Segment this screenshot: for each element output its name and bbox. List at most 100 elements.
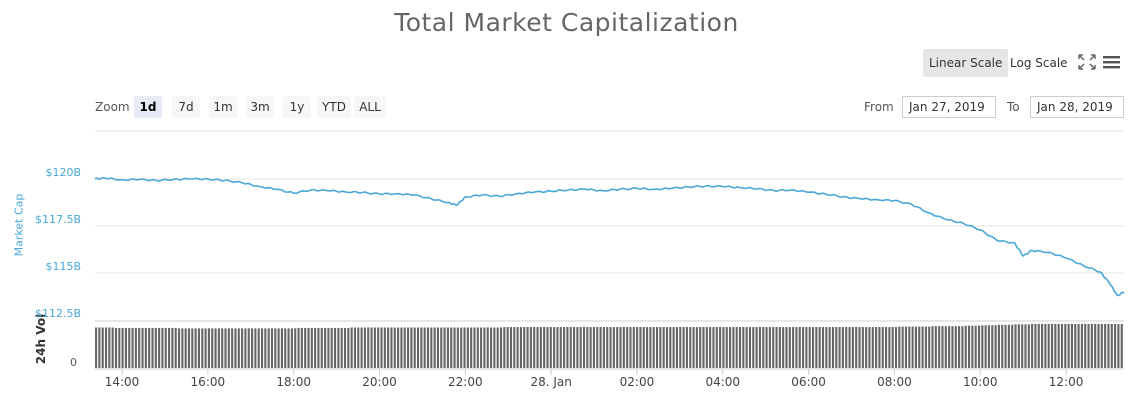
linear-scale-button[interactable]: Linear Scale bbox=[923, 49, 1009, 77]
zoom-3m-button[interactable]: 3m bbox=[246, 96, 274, 118]
volume-bar bbox=[778, 327, 781, 368]
volume-bar bbox=[865, 327, 868, 368]
volume-bar bbox=[353, 327, 357, 368]
volume-bar bbox=[987, 325, 991, 368]
log-scale-button[interactable]: Log Scale bbox=[1010, 56, 1068, 70]
volume-bar bbox=[738, 327, 742, 368]
volume-bar bbox=[619, 327, 622, 368]
volume-bar bbox=[466, 327, 469, 368]
volume-bar bbox=[506, 327, 509, 368]
volume-bar bbox=[124, 327, 127, 368]
x-tick-label: 06:00 bbox=[791, 375, 826, 389]
volume-bar bbox=[646, 327, 649, 368]
zoom-all-button[interactable]: ALL bbox=[354, 96, 386, 118]
volume-bar bbox=[566, 327, 569, 368]
zoom-1m-button[interactable]: 1m bbox=[209, 96, 237, 118]
volume-bar bbox=[493, 327, 496, 368]
volume-bar bbox=[158, 327, 161, 368]
volume-bar bbox=[692, 327, 695, 368]
volume-bar bbox=[762, 327, 765, 368]
volume-bar bbox=[652, 327, 655, 368]
volume-bar bbox=[118, 327, 121, 368]
volume-bar bbox=[1004, 324, 1007, 368]
menu-button[interactable] bbox=[1101, 52, 1123, 72]
volume-bar bbox=[357, 327, 360, 368]
volume-bar bbox=[649, 327, 652, 368]
volume-bar bbox=[370, 327, 373, 368]
volume-bar bbox=[559, 327, 562, 368]
volume-bar bbox=[868, 327, 871, 368]
volume-bar bbox=[519, 327, 522, 368]
volume-bar bbox=[483, 327, 486, 368]
volume-bar bbox=[636, 327, 639, 368]
fullscreen-button[interactable] bbox=[1076, 52, 1098, 72]
volume-bar bbox=[981, 325, 984, 368]
volume-bar bbox=[719, 327, 722, 368]
volume-bar bbox=[632, 327, 635, 368]
volume-bar bbox=[1114, 323, 1117, 368]
y-tick-label: $117.5B bbox=[35, 213, 81, 226]
volume-bar bbox=[310, 327, 313, 368]
x-tick-label: 16:00 bbox=[191, 375, 226, 389]
volume-bar bbox=[549, 327, 552, 368]
volume-bar bbox=[463, 327, 466, 368]
volume-bar bbox=[254, 328, 257, 368]
volume-bar bbox=[735, 327, 738, 368]
volume-bar bbox=[934, 326, 937, 368]
volume-bar bbox=[894, 327, 898, 368]
volume-bar bbox=[207, 328, 210, 368]
zoom-1y-button[interactable]: 1y bbox=[283, 96, 311, 118]
volume-bar bbox=[383, 327, 386, 368]
volume-bar bbox=[260, 328, 264, 368]
volume-bar bbox=[267, 328, 270, 368]
volume-bar bbox=[958, 326, 961, 368]
volume-bar bbox=[360, 327, 363, 368]
volume-bar bbox=[187, 328, 191, 368]
volume-bar bbox=[1087, 323, 1090, 368]
zoom-1d-button[interactable]: 1d bbox=[134, 96, 162, 118]
volume-bar bbox=[148, 327, 151, 368]
volume-bar bbox=[924, 326, 927, 368]
volume-bar bbox=[805, 327, 808, 368]
volume-bar bbox=[1070, 323, 1074, 368]
zoom-ytd-button[interactable]: YTD bbox=[317, 96, 351, 118]
volume-bar bbox=[772, 327, 775, 368]
volume-bar bbox=[838, 327, 841, 368]
volume-bar bbox=[1067, 323, 1070, 368]
volume-bar bbox=[948, 326, 951, 368]
volume-bar bbox=[509, 327, 513, 368]
volume-bar bbox=[450, 327, 453, 368]
volume-bar bbox=[729, 327, 732, 368]
volume-bar bbox=[765, 327, 768, 368]
volume-bar bbox=[659, 327, 662, 368]
volume-bar bbox=[592, 327, 596, 368]
volume-bar bbox=[871, 327, 874, 368]
volume-bar bbox=[815, 327, 818, 368]
from-date-input[interactable]: Jan 27, 2019 bbox=[902, 96, 996, 118]
volume-bar bbox=[586, 327, 589, 368]
x-tick-label: 04:00 bbox=[705, 375, 740, 389]
volume-bar bbox=[111, 327, 114, 368]
volume-bar bbox=[503, 327, 506, 368]
x-tick-label: 14:00 bbox=[105, 375, 140, 389]
volume-bar bbox=[1050, 323, 1054, 368]
fullscreen-icon bbox=[1078, 54, 1096, 70]
volume-bar bbox=[712, 327, 715, 368]
volume-bar bbox=[811, 327, 815, 368]
volume-bar bbox=[1100, 323, 1103, 368]
volume-bar bbox=[788, 327, 791, 368]
volume-bar bbox=[1104, 323, 1107, 368]
volume-bar bbox=[967, 325, 971, 368]
volume-bar bbox=[387, 327, 390, 368]
zoom-7d-button[interactable]: 7d bbox=[172, 96, 200, 118]
menu-icon bbox=[1103, 56, 1120, 69]
volume-bar bbox=[473, 327, 476, 368]
x-tick-label: 02:00 bbox=[620, 375, 655, 389]
volume-bar bbox=[629, 327, 632, 368]
volume-bar bbox=[758, 327, 761, 368]
to-date-input[interactable]: Jan 28, 2019 bbox=[1030, 96, 1124, 118]
volume-bar bbox=[393, 327, 396, 368]
volume-bar bbox=[851, 327, 854, 368]
volume-bar bbox=[1017, 324, 1020, 368]
